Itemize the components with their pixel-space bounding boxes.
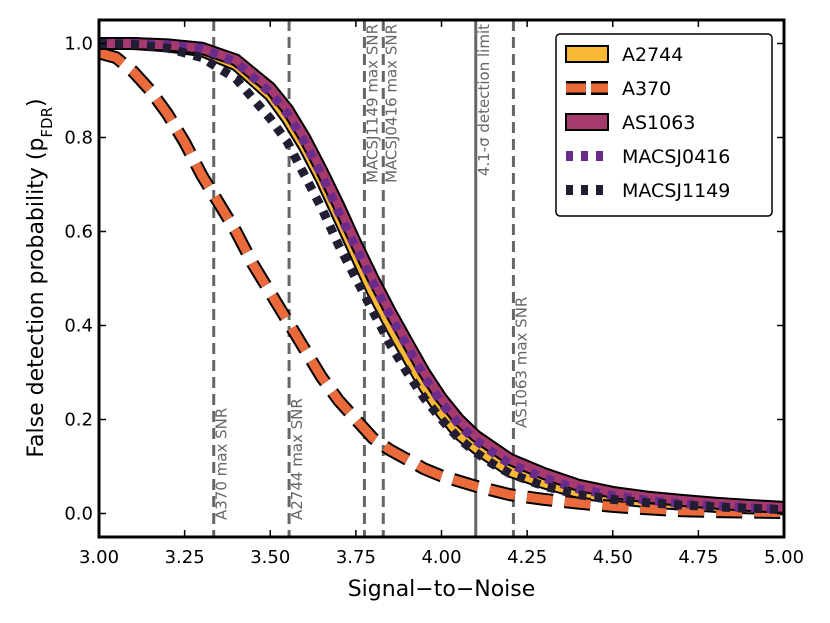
- x-tick-label-3: 3.75: [336, 547, 376, 568]
- legend-label-MACSJ1149: MACSJ1149: [622, 180, 730, 202]
- x-tick-label-0: 3.00: [79, 547, 119, 568]
- x-tick-label-7: 4.75: [678, 547, 718, 568]
- legend-item-MACSJ1149: MACSJ1149: [566, 180, 730, 202]
- legend-label-AS1063: AS1063: [622, 112, 695, 134]
- vline-label-2: MACSJ1149 max SNR: [363, 24, 381, 183]
- series-A370: [99, 46, 784, 520]
- vline-label-1: A2744 max SNR: [288, 398, 306, 520]
- legend-label-A2744: A2744: [622, 44, 683, 66]
- y-tick-label-1: 0.2: [64, 410, 93, 431]
- x-tick-label-2: 3.50: [250, 547, 290, 568]
- legend-item-AS1063: AS1063: [565, 112, 695, 134]
- vline-label-5: AS1063 max SNR: [512, 297, 530, 428]
- vline-label-0: A370 max SNR: [213, 408, 231, 520]
- legend-item-A370: A370: [566, 78, 671, 100]
- series-line-A370: [99, 48, 784, 518]
- legend: A2744 A370 AS1063 MACSJ0416 MACSJ1149: [555, 33, 773, 217]
- vline-label-3: MACSJ0416 max SNR: [382, 24, 400, 183]
- legend-label-A370: A370: [622, 78, 671, 100]
- legend-item-MACSJ0416: MACSJ0416: [566, 146, 730, 168]
- y-tick-label-4: 0.8: [64, 128, 93, 149]
- legend-swatch-AS1063: [565, 113, 609, 131]
- legend-swatch-A2744: [565, 45, 609, 63]
- x-axis-label: Signal−to−Noise: [348, 577, 536, 602]
- y-tick-label-0: 0.0: [64, 504, 93, 525]
- y-axis-label-subscript: FDR: [38, 107, 56, 138]
- series-line-MACSJ1149: [99, 39, 784, 515]
- x-tick-label-1: 3.25: [165, 547, 205, 568]
- series-MACSJ1149: [99, 39, 784, 515]
- legend-frame: [555, 33, 773, 217]
- legend-label-MACSJ0416: MACSJ0416: [622, 146, 730, 168]
- x-tick-label-4: 4.00: [421, 547, 461, 568]
- legend-item-A2744: A2744: [565, 44, 683, 66]
- y-tick-label-5: 1.0: [64, 34, 93, 55]
- y-axis-label: False detection probability (pFDR): [24, 98, 56, 457]
- x-tick-label-6: 4.50: [593, 547, 633, 568]
- x-tick-label-8: 5.00: [764, 547, 804, 568]
- y-tick-label-2: 0.4: [64, 316, 93, 337]
- x-tick-label-5: 4.25: [507, 547, 547, 568]
- vline-label-4: 4.1-σ detection limit: [475, 24, 493, 176]
- y-tick-label-3: 0.6: [64, 222, 93, 243]
